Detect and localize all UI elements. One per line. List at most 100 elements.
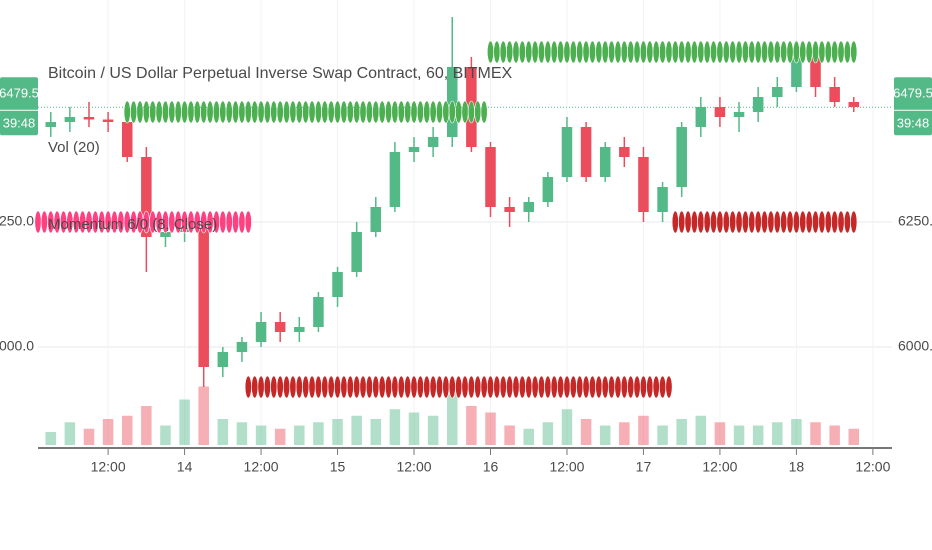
signal-dot xyxy=(353,375,361,399)
volume-bar xyxy=(141,406,152,445)
signal-dot xyxy=(474,375,482,399)
signal-dot xyxy=(576,40,584,64)
signal-dot xyxy=(620,40,628,64)
volume-bar xyxy=(274,428,286,445)
signal-dot xyxy=(136,100,144,124)
signal-dot xyxy=(359,100,367,124)
candle-body xyxy=(217,352,229,367)
volume-bar xyxy=(580,419,592,445)
signal-dot xyxy=(404,375,412,399)
signal-dot xyxy=(588,375,596,399)
volume-bar xyxy=(714,422,726,445)
volume-bar xyxy=(83,428,95,445)
signal-dot xyxy=(251,375,259,399)
signal-dot xyxy=(372,100,380,124)
signal-dot xyxy=(557,40,565,64)
signal-dot xyxy=(703,40,711,64)
signal-dot xyxy=(295,100,303,124)
signal-dot xyxy=(805,40,813,64)
signal-dot xyxy=(251,100,259,124)
signal-dot xyxy=(512,40,520,64)
signal-dot xyxy=(703,210,711,234)
signal-dot xyxy=(550,40,558,64)
signal-dot xyxy=(786,40,794,64)
signal-dot xyxy=(410,100,418,124)
volume-bar xyxy=(485,412,496,445)
volume-bar xyxy=(313,422,324,445)
signal-dot xyxy=(123,100,131,124)
signal-dot xyxy=(397,100,405,124)
signal-dot xyxy=(327,375,335,399)
volume-bar xyxy=(64,422,76,445)
signal-dot xyxy=(748,210,756,234)
candle-body xyxy=(313,297,324,327)
signal-dot xyxy=(697,210,705,234)
signal-dot xyxy=(365,100,373,124)
signal-dot xyxy=(455,375,463,399)
signal-dot xyxy=(423,100,431,124)
signal-dot xyxy=(608,375,616,399)
signal-dot xyxy=(206,100,214,124)
signal-dot xyxy=(238,210,246,234)
signal-dot xyxy=(263,375,271,399)
signal-dot xyxy=(410,375,418,399)
volume-bar xyxy=(427,415,439,445)
signal-dot xyxy=(665,375,673,399)
signal-dot xyxy=(295,375,303,399)
volume-bar xyxy=(638,415,649,445)
signal-dot xyxy=(244,100,252,124)
candle-body xyxy=(504,207,515,212)
signal-dot xyxy=(455,100,463,124)
signal-dot xyxy=(678,40,686,64)
candle-body xyxy=(829,87,840,102)
signal-dot xyxy=(646,375,654,399)
signal-dot xyxy=(710,40,718,64)
signal-dot xyxy=(518,375,526,399)
candle-body xyxy=(294,327,305,332)
signal-dot xyxy=(486,40,494,64)
signal-dot xyxy=(837,40,845,64)
candle-body xyxy=(351,232,362,272)
candle-body xyxy=(752,97,764,112)
signal-dot xyxy=(225,210,233,234)
signal-dot xyxy=(735,210,743,234)
signal-dot xyxy=(34,210,42,234)
signal-dot xyxy=(499,40,507,64)
volume-bar xyxy=(294,425,305,445)
volume-bar xyxy=(332,419,343,445)
signal-dot xyxy=(359,375,367,399)
signal-dot xyxy=(353,100,361,124)
x-tick-label: 18 xyxy=(789,459,805,475)
signal-dot xyxy=(767,210,775,234)
x-tick-label: 12:00 xyxy=(91,459,126,475)
volume-bar xyxy=(198,386,209,445)
signal-dot xyxy=(467,375,475,399)
signal-dot xyxy=(792,40,800,64)
signal-dot xyxy=(761,210,769,234)
signal-dot xyxy=(780,210,788,234)
signal-dot xyxy=(518,40,526,64)
signal-dot xyxy=(378,375,386,399)
signal-dot xyxy=(142,100,150,124)
candle-body xyxy=(580,127,592,177)
signal-dot xyxy=(365,375,373,399)
signal-dot xyxy=(448,100,456,124)
volume-bar xyxy=(810,422,821,445)
signal-dot xyxy=(168,100,176,124)
signal-dot xyxy=(238,100,246,124)
signal-dot xyxy=(818,40,826,64)
signal-dot xyxy=(263,100,271,124)
signal-dot xyxy=(429,375,437,399)
signal-dot xyxy=(716,210,724,234)
signal-dot xyxy=(601,375,609,399)
signal-dot xyxy=(334,375,342,399)
signal-dot xyxy=(506,375,514,399)
signal-dot xyxy=(448,375,456,399)
y-tick-label: 6000.0 xyxy=(898,338,932,354)
signal-dot xyxy=(773,210,781,234)
signal-dot xyxy=(754,210,762,234)
signal-dot xyxy=(302,100,310,124)
y-tick-label: 6250.0 xyxy=(0,213,34,229)
candle-body xyxy=(198,227,209,367)
